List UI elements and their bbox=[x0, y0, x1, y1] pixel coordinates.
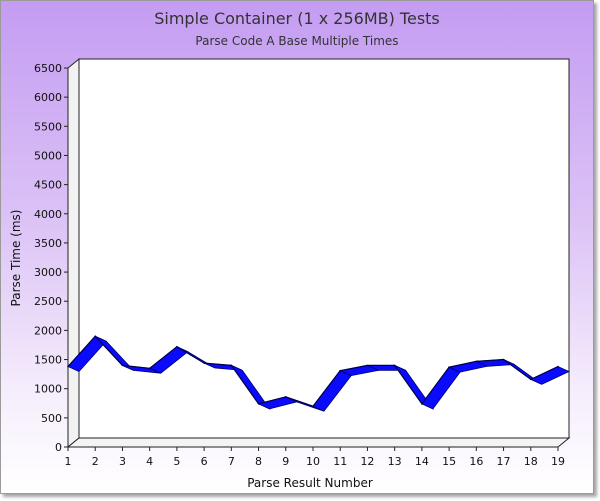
y-tick-label: 1000 bbox=[34, 383, 62, 396]
data-point bbox=[176, 345, 178, 348]
plot-back-wall bbox=[78, 58, 570, 439]
y-tick-label: 4500 bbox=[34, 179, 62, 192]
x-tick-label: 5 bbox=[173, 455, 180, 468]
plot-left-wall bbox=[67, 57, 80, 449]
data-point bbox=[529, 378, 532, 381]
chart-title: Simple Container (1 x 256MB) Tests bbox=[154, 9, 440, 28]
chart-frame: Simple Container (1 x 256MB) Tests Parse… bbox=[0, 0, 594, 494]
y-tick-label: 1500 bbox=[34, 354, 62, 367]
x-tick-label: 6 bbox=[201, 455, 208, 468]
y-tick-label: 4000 bbox=[34, 208, 62, 221]
data-point bbox=[339, 369, 342, 372]
y-tick-label: 500 bbox=[41, 412, 62, 425]
data-point bbox=[557, 365, 559, 368]
y-tick-label: 0 bbox=[55, 441, 62, 454]
x-tick-label: 16 bbox=[469, 455, 483, 468]
plot-area bbox=[66, 57, 571, 449]
y-tick-label: 2500 bbox=[34, 295, 62, 308]
x-tick-label: 4 bbox=[146, 455, 153, 468]
x-tick-label: 17 bbox=[497, 455, 511, 468]
x-tick-label: 15 bbox=[442, 455, 456, 468]
y-tick-label: 3500 bbox=[34, 237, 62, 250]
data-point bbox=[421, 403, 423, 405]
data-point bbox=[94, 335, 97, 338]
data-point bbox=[121, 364, 124, 367]
data-point bbox=[284, 396, 287, 398]
y-tick-label: 6000 bbox=[34, 91, 62, 104]
x-tick-label: 7 bbox=[228, 455, 235, 468]
x-tick-label: 1 bbox=[65, 455, 72, 468]
data-point bbox=[148, 367, 151, 370]
data-point bbox=[67, 365, 69, 368]
plot-floor bbox=[66, 437, 571, 448]
data-point bbox=[203, 362, 205, 364]
x-axis-title: Parse Result Number bbox=[247, 476, 373, 490]
y-tick-label: 5000 bbox=[34, 149, 62, 162]
x-tick-label: 10 bbox=[306, 455, 320, 468]
data-point bbox=[393, 364, 396, 367]
x-tick-label: 11 bbox=[333, 455, 347, 468]
data-point bbox=[448, 366, 450, 368]
y-tick-label: 5500 bbox=[34, 120, 62, 133]
x-tick-label: 2 bbox=[92, 455, 99, 468]
x-tick-label: 9 bbox=[282, 455, 289, 468]
x-tick-label: 8 bbox=[255, 455, 262, 468]
x-tick-label: 13 bbox=[388, 455, 402, 468]
data-point bbox=[502, 358, 505, 361]
y-axis-title: Parse Time (ms) bbox=[9, 210, 23, 307]
x-tick-label: 12 bbox=[360, 455, 374, 468]
y-tick-label: 6500 bbox=[34, 62, 62, 75]
data-point bbox=[312, 405, 314, 407]
y-tick-label: 3000 bbox=[34, 266, 62, 279]
chart-subtitle: Parse Code A Base Multiple Times bbox=[195, 34, 398, 48]
x-tick-label: 14 bbox=[415, 455, 429, 468]
x-tick-label: 19 bbox=[551, 455, 565, 468]
data-point bbox=[475, 360, 478, 363]
x-tick-label: 3 bbox=[119, 455, 126, 468]
data-point bbox=[257, 403, 260, 405]
data-point bbox=[230, 364, 233, 367]
data-point bbox=[366, 364, 369, 367]
y-tick-label: 2000 bbox=[34, 324, 62, 337]
x-tick-label: 18 bbox=[524, 455, 538, 468]
tick-labels: 0 500 1000 1500 2000 2500 3000 3500 4000 4500 5000… bbox=[34, 62, 565, 468]
